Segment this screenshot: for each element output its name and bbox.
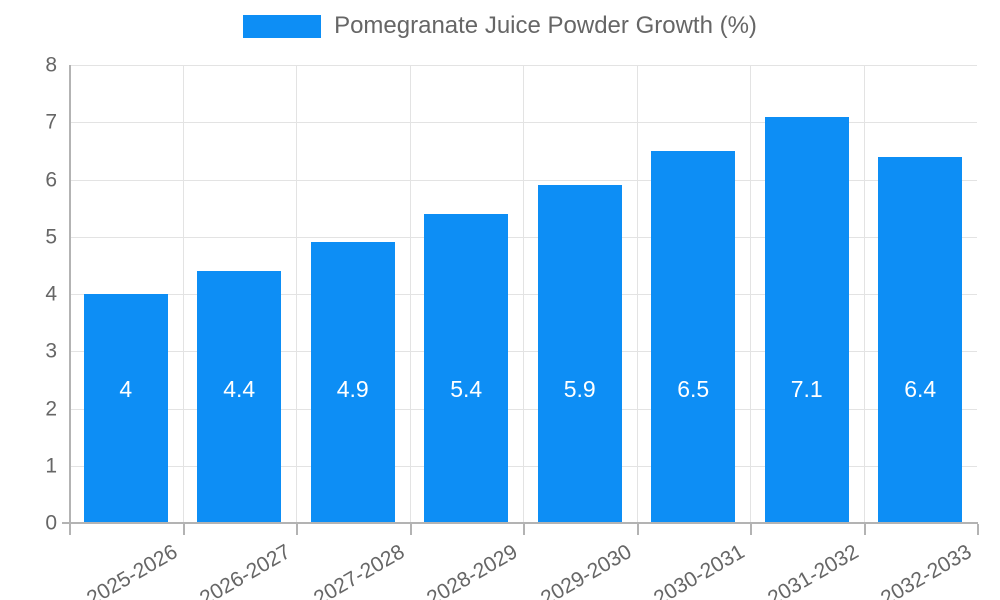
gridline-vertical xyxy=(863,65,865,523)
bar[interactable]: 5.4 xyxy=(424,213,509,523)
x-tick-label: 2026-2027 xyxy=(196,540,295,600)
x-tick-label: 2025-2026 xyxy=(82,540,182,600)
bar[interactable]: 6.4 xyxy=(878,156,963,523)
plot-area: 4 4.4 4.9 5.4 5.9 6.5 7.1 6.4 xyxy=(69,65,977,523)
x-axis-tick-mark xyxy=(977,524,979,535)
gridline-vertical xyxy=(636,65,638,523)
legend-color-swatch-icon[interactable] xyxy=(243,14,322,38)
bar[interactable]: 4 xyxy=(83,294,168,523)
x-axis-line xyxy=(62,522,978,524)
gridline-vertical xyxy=(182,65,184,523)
bar-value-label: 5.9 xyxy=(563,376,596,402)
x-axis-tick-mark xyxy=(409,524,412,535)
y-tick-label: 1 xyxy=(45,454,57,478)
y-tick-label: 5 xyxy=(45,225,57,249)
x-axis-tick-mark xyxy=(523,524,525,535)
bar-value-label: 4 xyxy=(119,376,133,402)
gridline-vertical xyxy=(296,65,297,523)
bar-value-label: 4.4 xyxy=(223,376,256,402)
x-tick-label: 2032-2033 xyxy=(877,540,976,600)
gridline-vertical xyxy=(523,65,524,523)
y-axis-tick-labels: 8 7 6 5 4 3 2 1 0 xyxy=(0,55,57,534)
gridline-vertical xyxy=(409,65,411,523)
chart-legend: Pomegranate Juice Powder Growth (%) xyxy=(0,14,1000,38)
x-axis-tick-mark xyxy=(69,524,71,535)
bar[interactable]: 7.1 xyxy=(764,116,849,523)
x-tick-label: 2030-2031 xyxy=(650,540,749,600)
x-axis-tick-mark xyxy=(750,524,752,535)
bar[interactable]: 4.9 xyxy=(310,242,395,523)
y-tick-label: 3 xyxy=(45,339,57,363)
x-axis-tick-mark xyxy=(863,524,866,535)
y-tick-label: 7 xyxy=(45,110,57,134)
x-tick-label: 2029-2030 xyxy=(536,540,636,600)
y-tick-label: 6 xyxy=(45,168,57,191)
x-tick-label: 2031-2032 xyxy=(763,540,863,600)
y-tick-label: 4 xyxy=(45,282,57,306)
y-tick-label: 8 xyxy=(45,53,57,77)
bar-value-label: 7.1 xyxy=(790,376,823,402)
bar[interactable]: 4.4 xyxy=(197,271,282,523)
bar-value-label: 5.4 xyxy=(450,376,483,402)
bar-value-label: 6.5 xyxy=(677,376,710,402)
bar-value-label: 4.9 xyxy=(336,376,369,402)
y-tick-label: 2 xyxy=(45,397,57,420)
bar-value-label: 6.4 xyxy=(904,376,937,402)
x-tick-label: 2027-2028 xyxy=(309,540,409,600)
y-tick-label: 0 xyxy=(45,511,57,535)
x-tick-label: 2028-2029 xyxy=(423,540,522,600)
legend-item-pomegranate[interactable]: Pomegranate Juice Powder Growth (%) xyxy=(243,14,757,38)
bar[interactable]: 5.9 xyxy=(537,185,622,523)
legend-label: Pomegranate Juice Powder Growth (%) xyxy=(334,12,757,39)
x-axis-tick-mark xyxy=(296,524,298,535)
bar[interactable]: 6.5 xyxy=(651,150,736,523)
y-axis-line xyxy=(69,65,71,530)
x-axis-tick-mark xyxy=(182,524,185,535)
x-axis-tick-mark xyxy=(636,524,639,535)
gridline-vertical xyxy=(750,65,751,523)
